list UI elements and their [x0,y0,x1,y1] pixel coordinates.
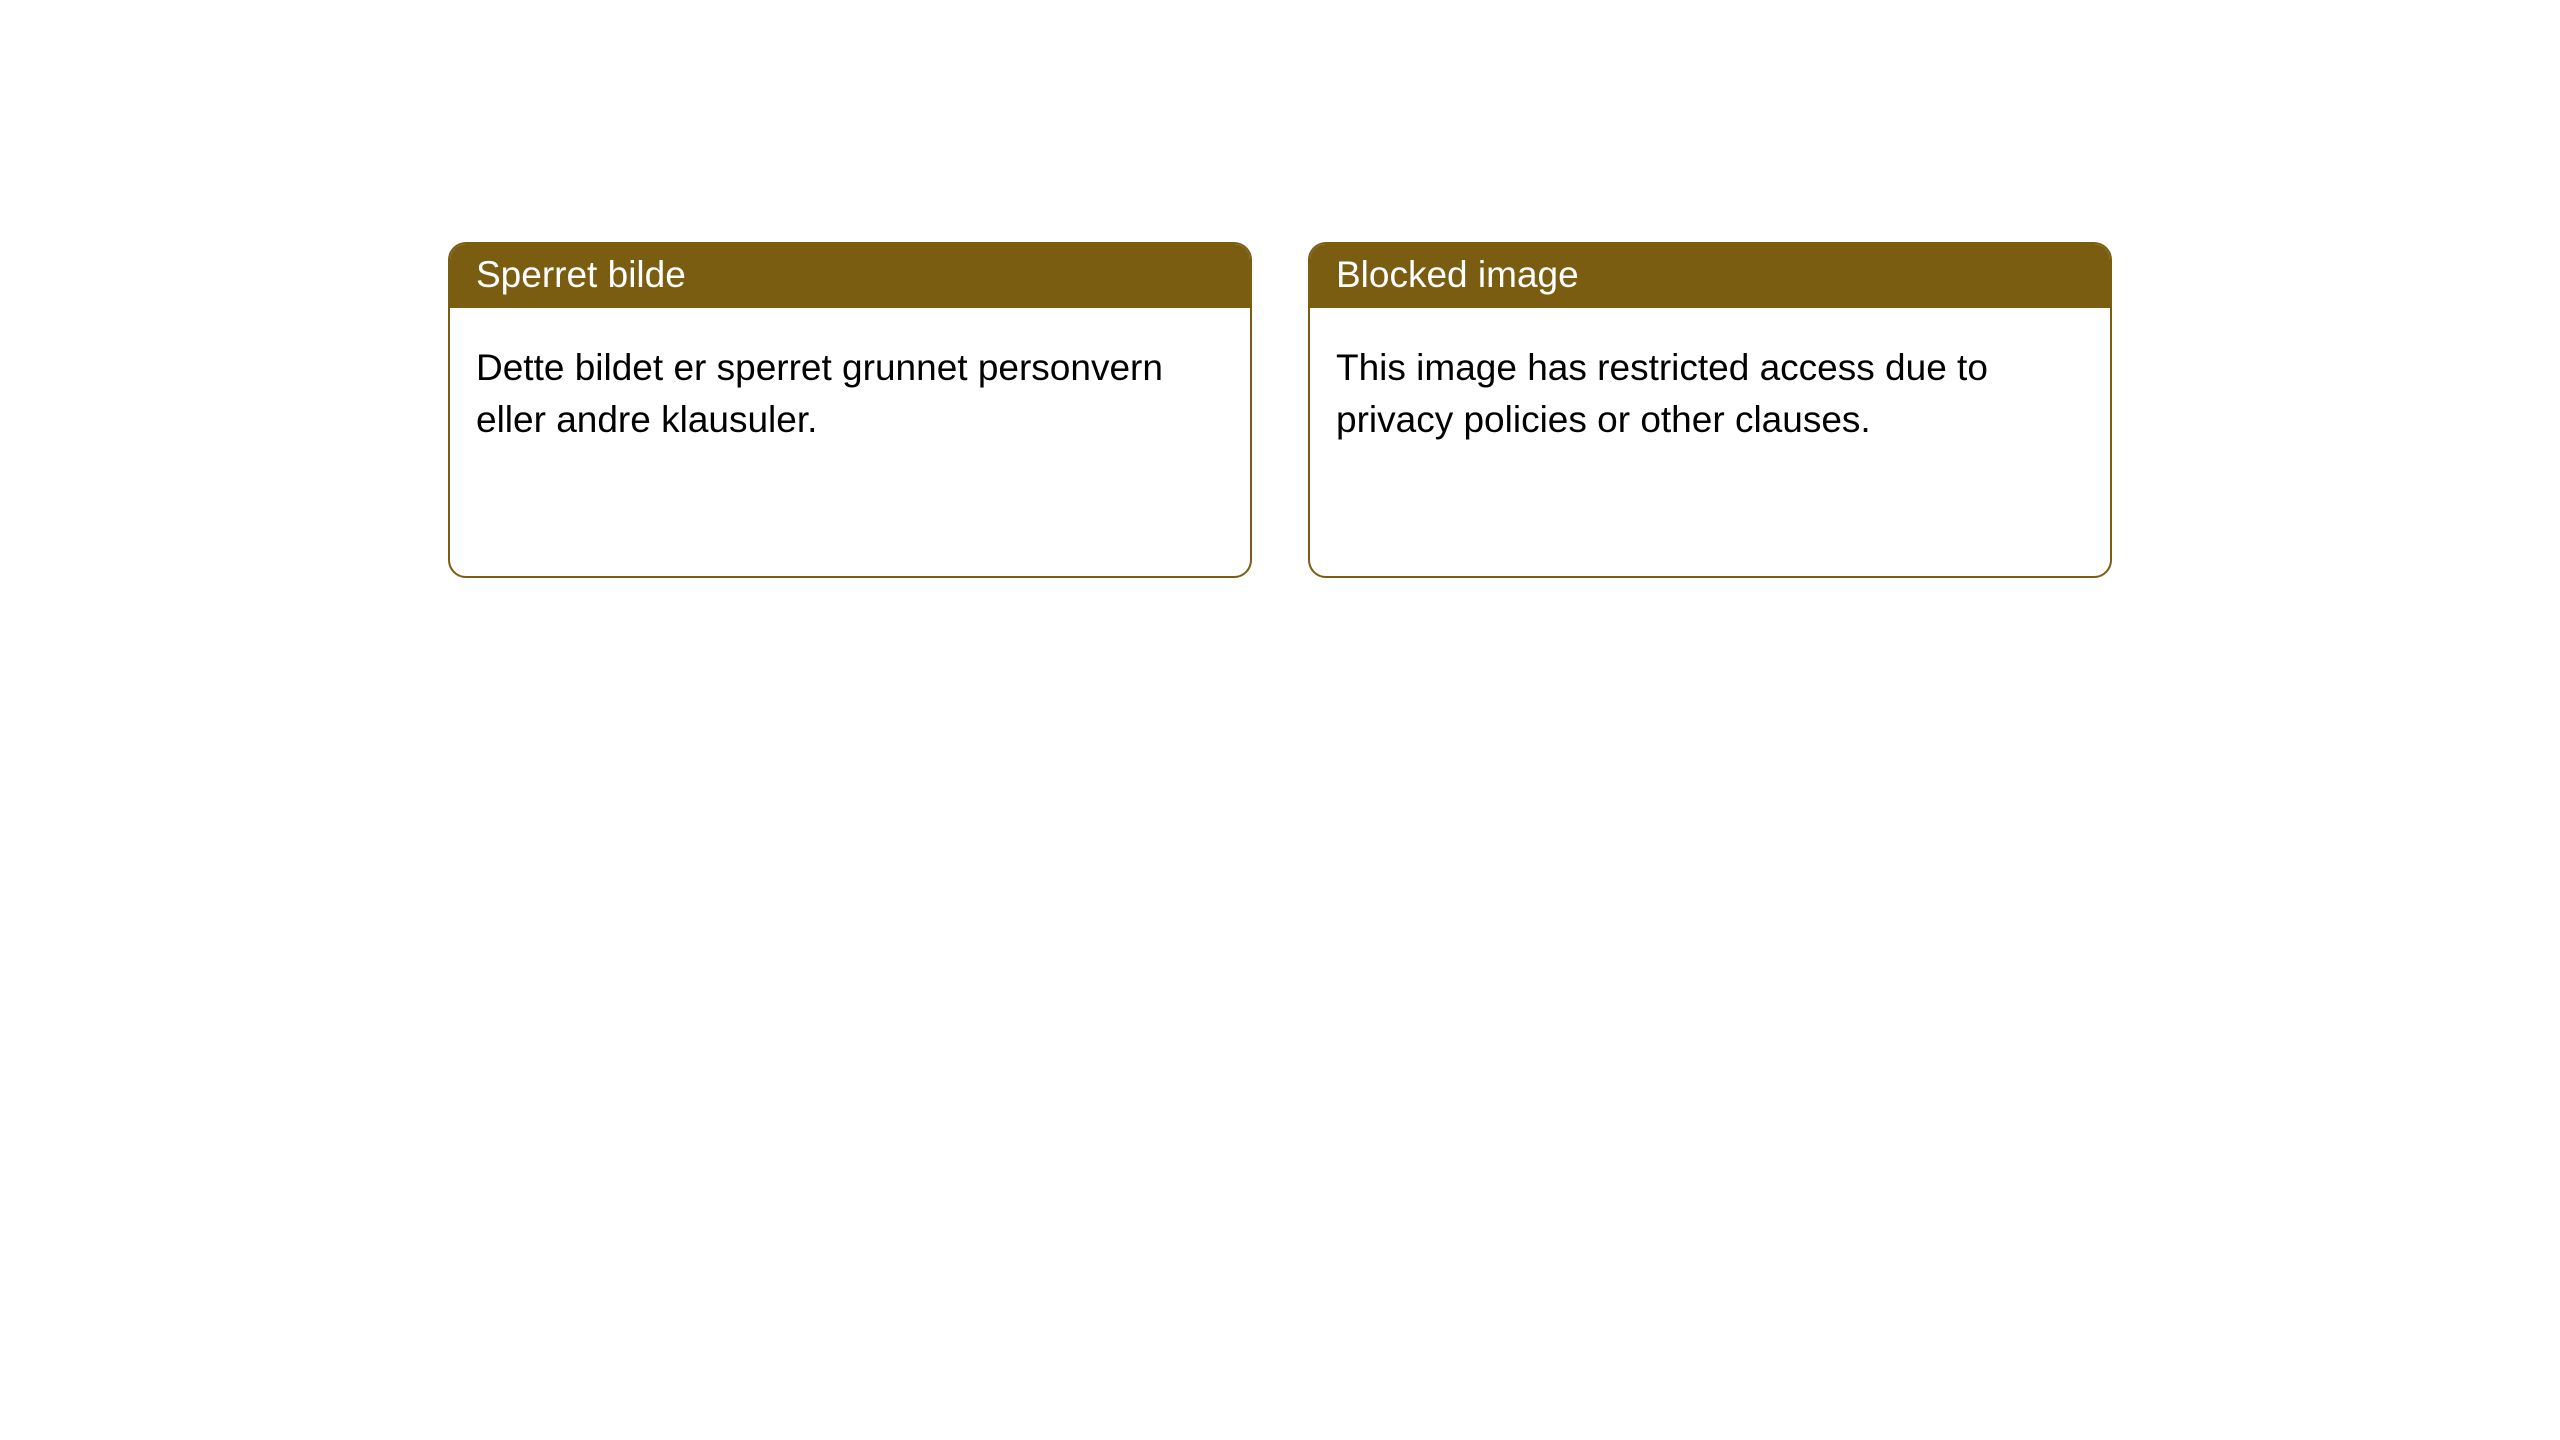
notice-title-english: Blocked image [1310,244,2110,308]
notice-body-english: This image has restricted access due to … [1310,308,2110,480]
notice-container: Sperret bilde Dette bildet er sperret gr… [0,0,2560,578]
notice-title-norwegian: Sperret bilde [450,244,1250,308]
notice-card-english: Blocked image This image has restricted … [1308,242,2112,578]
notice-card-norwegian: Sperret bilde Dette bildet er sperret gr… [448,242,1252,578]
notice-body-norwegian: Dette bildet er sperret grunnet personve… [450,308,1250,480]
